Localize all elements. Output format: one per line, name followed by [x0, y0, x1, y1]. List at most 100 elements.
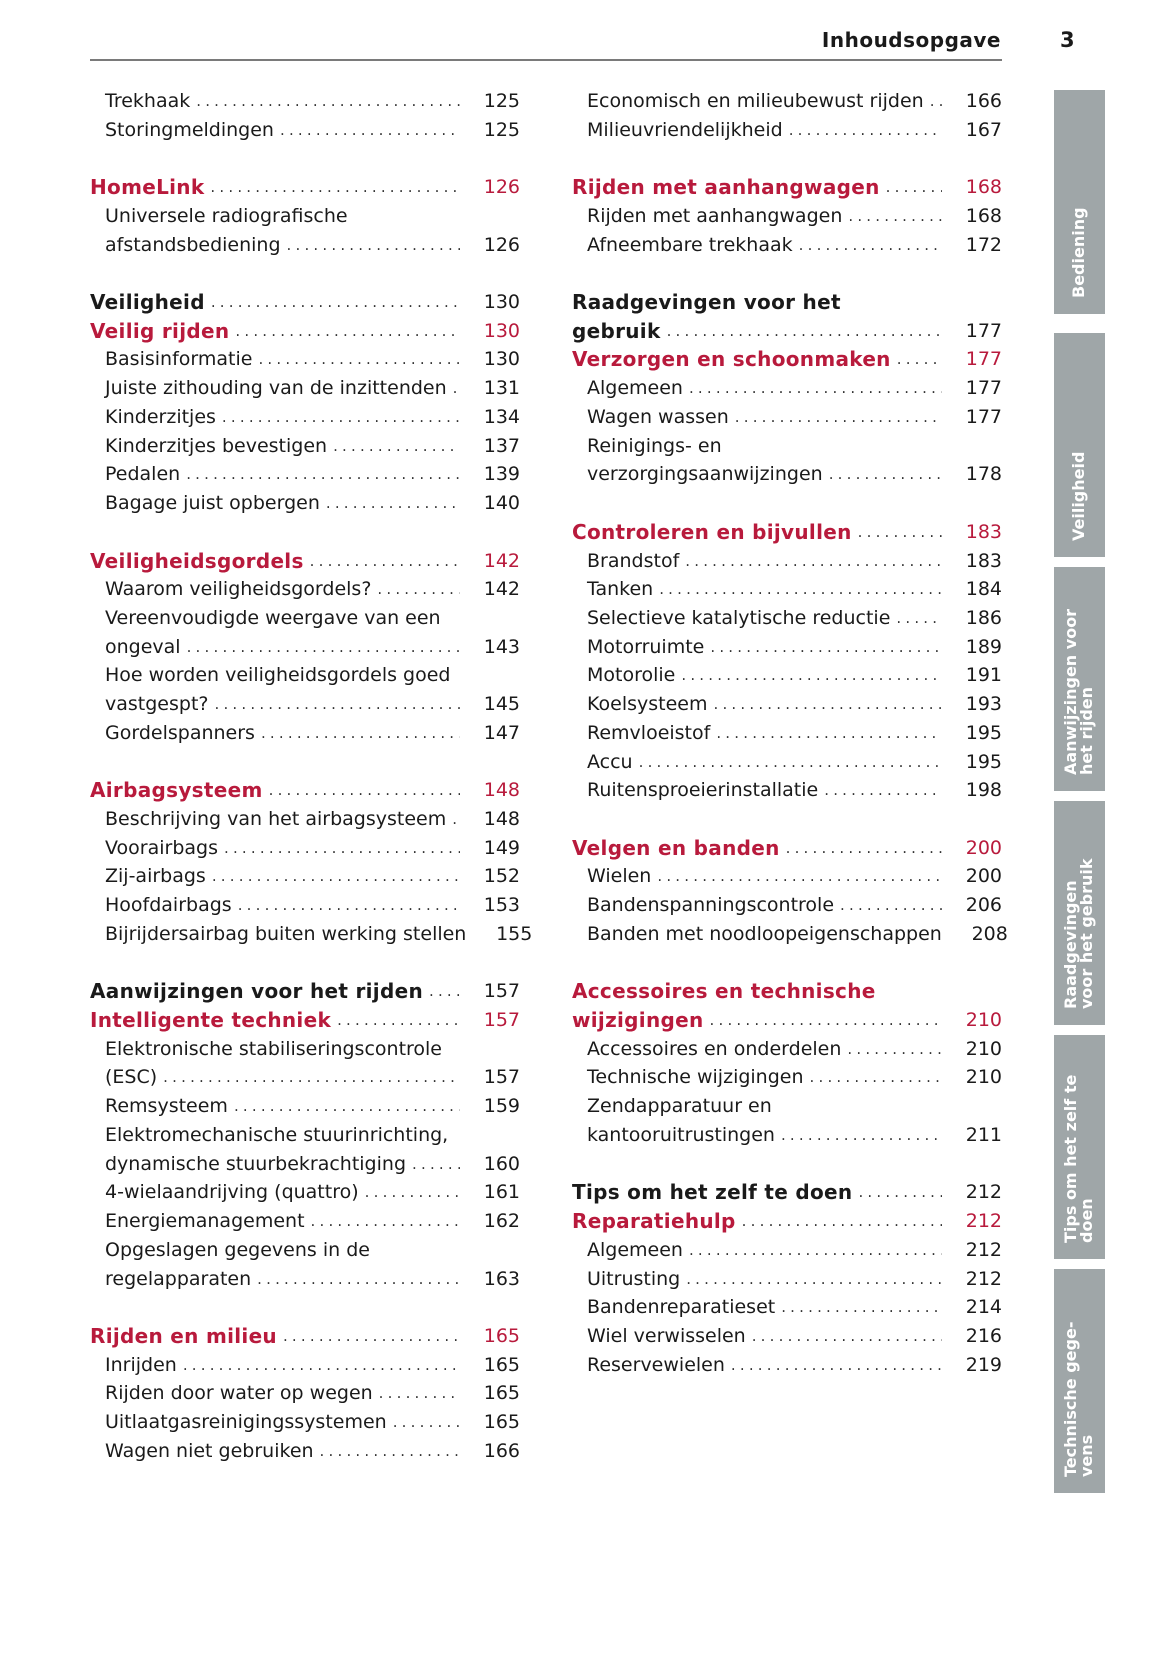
toc-entry[interactable]: Kinderzitjes............................…	[90, 403, 520, 431]
toc-entry[interactable]: Trekhaak................................…	[90, 87, 520, 115]
toc-entry[interactable]: Bagage juist opbergen...................…	[90, 489, 520, 517]
toc-entry[interactable]: Ruitensproeierinstallatie...............…	[572, 776, 1002, 804]
toc-entry[interactable]: 4-wielaandrijving (quattro).............…	[90, 1178, 520, 1206]
toc-entry[interactable]: Vereenvoudigde weergave van een	[90, 604, 520, 632]
toc-heading[interactable]: Rijden en milieu........................…	[90, 1322, 520, 1350]
toc-entry[interactable]: Reinigings- en	[572, 432, 1002, 460]
toc-entry[interactable]: Algemeen................................…	[572, 374, 1002, 402]
toc-entry[interactable]: Motorolie...............................…	[572, 661, 1002, 689]
toc-entry[interactable]: Inrijden................................…	[90, 1351, 520, 1379]
dot-leader: ........................................…	[798, 235, 942, 254]
dot-leader: ........................................…	[279, 120, 460, 139]
toc-entry[interactable]: (ESC)...................................…	[90, 1063, 520, 1091]
toc-heading[interactable]: Tips om het zelf te doen................…	[572, 1178, 1002, 1206]
page-ref: 195	[965, 721, 1002, 744]
toc-entry[interactable]: Bandenspanningscontrole.................…	[572, 891, 1002, 919]
toc-entry[interactable]: Bandenreparatieset......................…	[572, 1293, 1002, 1321]
toc-entry[interactable]: Technische wijzigingen..................…	[572, 1063, 1002, 1091]
side-tab[interactable]: Tips om het zelf te doen	[1054, 1035, 1105, 1259]
toc-entry[interactable]: Rijden door water op wegen..............…	[90, 1379, 520, 1407]
dot-leader: ........................................…	[666, 321, 942, 340]
toc-entry[interactable]: Energiemanagement.......................…	[90, 1207, 520, 1235]
toc-entry[interactable]: vastgespt?..............................…	[90, 690, 520, 718]
toc-entry[interactable]: Opgeslagen gegevens in de	[90, 1236, 520, 1264]
toc-entry[interactable]: kantooruitrustingen.....................…	[572, 1121, 1002, 1149]
toc-entry[interactable]: Gordelspanners..........................…	[90, 719, 520, 747]
toc-heading[interactable]: Rijden met aanhangwagen.................…	[572, 173, 1002, 201]
toc-entry[interactable]: Uitlaatgasreinigingssystemen............…	[90, 1408, 520, 1436]
toc-entry[interactable]: Accu....................................…	[572, 748, 1002, 776]
toc-heading[interactable]: HomeLink................................…	[90, 173, 520, 201]
toc-entry[interactable]: verzorgingsaanwijzingen.................…	[572, 460, 1002, 488]
toc-entry[interactable]: Accessoires en onderdelen...............…	[572, 1035, 1002, 1063]
entry-title: Intelligente techniek	[90, 1008, 332, 1033]
toc-heading[interactable]: Veiligheidsgordels......................…	[90, 547, 520, 575]
toc-entry[interactable]: Voorairbags.............................…	[90, 834, 520, 862]
toc-entry[interactable]: Elektronische stabiliseringscontrole	[90, 1035, 520, 1063]
toc-entry[interactable]: Koelsysteem.............................…	[572, 690, 1002, 718]
side-tab[interactable]: Aanwijzingen voor het rijden	[1054, 567, 1105, 791]
side-tab[interactable]: Raadgevingen voor het gebruik	[1054, 801, 1105, 1025]
toc-heading[interactable]: Controleren en bijvullen................…	[572, 518, 1002, 546]
entry-title: Reservewielen	[587, 1353, 725, 1376]
toc-entry[interactable]: Hoofdairbags............................…	[90, 891, 520, 919]
dot-leader: ........................................…	[688, 379, 942, 398]
toc-entry[interactable]: Pedalen.................................…	[90, 460, 520, 488]
toc-entry[interactable]: Remvloeistof............................…	[572, 719, 1002, 747]
page-ref: 166	[965, 90, 1002, 112]
toc-entry[interactable]: Juiste zithouding van de inzittenden....…	[90, 374, 520, 402]
dot-leader: ........................................…	[325, 494, 460, 513]
toc-entry[interactable]: Selectieve katalytische reductie........…	[572, 604, 1002, 632]
toc-entry[interactable]: Storingmeldingen........................…	[90, 116, 520, 144]
toc-entry[interactable]: Wagen niet gebruiken....................…	[90, 1437, 520, 1465]
toc-entry[interactable]: Hoe worden veiligheidsgordels goed	[90, 661, 520, 689]
side-tab[interactable]: Veiligheid	[1054, 333, 1105, 557]
toc-entry[interactable]: Wielen..................................…	[572, 862, 1002, 890]
toc-heading[interactable]: Airbagsysteem...........................…	[90, 776, 520, 804]
toc-entry[interactable]: Zij-airbags.............................…	[90, 862, 520, 890]
toc-entry[interactable]: Uitrusting..............................…	[572, 1265, 1002, 1293]
toc-entry[interactable]: Elektromechanische stuurinrichting,	[90, 1121, 520, 1149]
toc-heading[interactable]: Raadgevingen voor het	[572, 288, 1002, 316]
toc-heading[interactable]: Veiligheid..............................…	[90, 288, 520, 316]
toc-entry[interactable]: Zendapparatuur en	[572, 1092, 1002, 1120]
toc-entry[interactable]: regelapparaten..........................…	[90, 1265, 520, 1293]
page-ref: 212	[965, 1267, 1002, 1290]
side-tab[interactable]: Bediening	[1054, 90, 1105, 314]
entry-title: Storingmeldingen	[105, 118, 274, 141]
toc-entry[interactable]: Remsysteem..............................…	[90, 1092, 520, 1120]
toc-entry[interactable]: Universele radiografische	[90, 202, 520, 230]
toc-entry[interactable]: Wiel verwisselen........................…	[572, 1322, 1002, 1350]
toc-entry[interactable]: Kinderzitjes bevestigen.................…	[90, 432, 520, 460]
toc-entry[interactable]: Bijrijdersairbag buiten werking stellen.…	[90, 920, 532, 948]
toc-entry[interactable]: afstandsbediening.......................…	[90, 231, 520, 259]
toc-entry[interactable]: ongeval.................................…	[90, 633, 520, 661]
toc-entry[interactable]: Beschrijving van het airbagsysteem......…	[90, 805, 520, 833]
toc-heading[interactable]: Verzorgen en schoonmaken................…	[572, 345, 1002, 373]
toc-entry[interactable]: Motorruimte.............................…	[572, 633, 1002, 661]
toc-entry[interactable]: Basisinformatie.........................…	[90, 345, 520, 373]
toc-entry[interactable]: Wagen wassen............................…	[572, 403, 1002, 431]
toc-entry[interactable]: Economisch en milieubewust rijden.......…	[572, 87, 1002, 115]
side-tab[interactable]: Technische gege- vens	[1054, 1269, 1105, 1493]
toc-entry[interactable]: Milieuvriendelijkheid...................…	[572, 116, 1002, 144]
toc-entry[interactable]: Rijden met aanhangwagen.................…	[572, 202, 1002, 230]
toc-heading[interactable]: Aanwijzingen voor het rijden............…	[90, 977, 520, 1005]
toc-heading[interactable]: wijzigingen.............................…	[572, 1006, 1002, 1034]
toc-heading[interactable]: Veilig rijden...........................…	[90, 317, 520, 345]
toc-entry[interactable]: Tanken..................................…	[572, 575, 1002, 603]
toc-entry[interactable]: Afneembare trekhaak.....................…	[572, 231, 1002, 259]
toc-entry[interactable]: Brandstof...............................…	[572, 547, 1002, 575]
toc-entry[interactable]: Reservewielen...........................…	[572, 1351, 1002, 1379]
toc-entry[interactable]: dynamische stuurbekrachtiging...........…	[90, 1150, 520, 1178]
toc-heading[interactable]: Reparatiehulp...........................…	[572, 1207, 1002, 1235]
toc-entry[interactable]: Algemeen................................…	[572, 1236, 1002, 1264]
page-ref: 189	[965, 635, 1002, 658]
toc-heading[interactable]: Intelligente techniek...................…	[90, 1006, 520, 1034]
toc-entry[interactable]: Banden met noodloopeigenschappen........…	[572, 920, 1008, 948]
toc-heading[interactable]: Accessoires en technische	[572, 977, 1002, 1005]
page-ref: 212	[965, 1181, 1002, 1204]
toc-heading[interactable]: gebruik.................................…	[572, 317, 1002, 345]
toc-heading[interactable]: Velgen en banden........................…	[572, 834, 1002, 862]
toc-entry[interactable]: Waarom veiligheidsgordels?..............…	[90, 575, 520, 603]
